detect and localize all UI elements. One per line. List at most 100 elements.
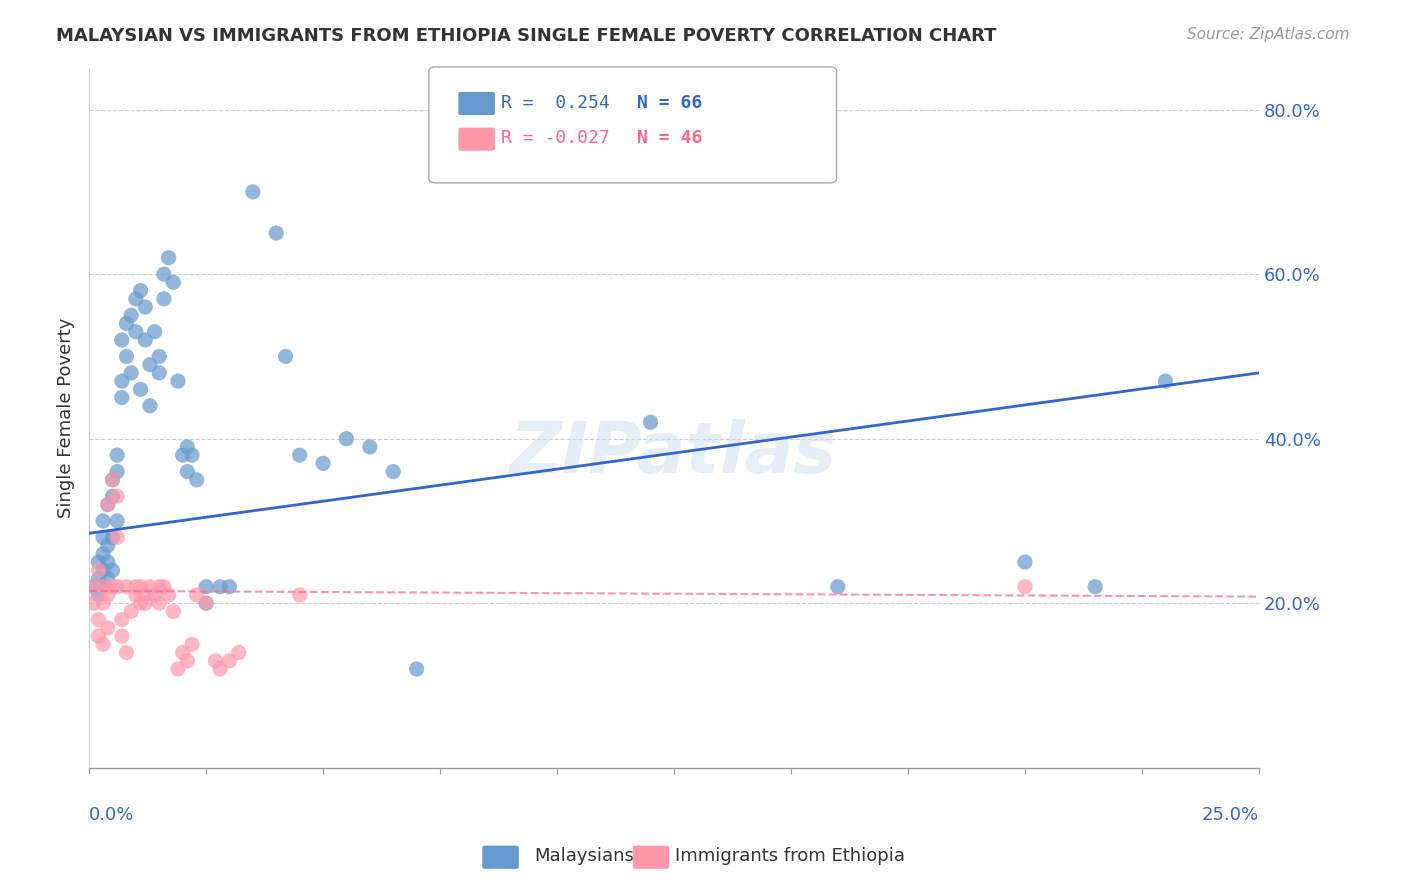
Point bbox=[120, 604, 142, 618]
Text: 0.0%: 0.0% bbox=[89, 806, 135, 824]
Point bbox=[143, 588, 166, 602]
Text: N = 66: N = 66 bbox=[637, 94, 702, 112]
Point bbox=[87, 555, 110, 569]
Point bbox=[218, 654, 240, 668]
Point bbox=[101, 489, 124, 503]
Point bbox=[97, 555, 120, 569]
Point bbox=[129, 596, 152, 610]
Point bbox=[87, 588, 110, 602]
Point bbox=[176, 465, 198, 479]
Point bbox=[97, 621, 120, 635]
Text: N = 46: N = 46 bbox=[637, 129, 702, 147]
Point bbox=[382, 465, 405, 479]
Point bbox=[91, 580, 114, 594]
Y-axis label: Single Female Poverty: Single Female Poverty bbox=[58, 318, 75, 518]
Point bbox=[91, 580, 114, 594]
Text: MALAYSIAN VS IMMIGRANTS FROM ETHIOPIA SINGLE FEMALE POVERTY CORRELATION CHART: MALAYSIAN VS IMMIGRANTS FROM ETHIOPIA SI… bbox=[56, 27, 997, 45]
Point bbox=[115, 350, 138, 364]
Point bbox=[101, 530, 124, 544]
Point bbox=[134, 588, 156, 602]
Point bbox=[87, 613, 110, 627]
Point bbox=[186, 473, 208, 487]
Point bbox=[105, 530, 128, 544]
Point bbox=[125, 325, 148, 339]
Point bbox=[181, 448, 204, 462]
Point bbox=[139, 358, 162, 372]
Point bbox=[405, 662, 427, 676]
Point bbox=[195, 580, 218, 594]
Point bbox=[139, 399, 162, 413]
Point bbox=[1014, 555, 1036, 569]
Point bbox=[288, 448, 311, 462]
Point bbox=[83, 580, 105, 594]
Point bbox=[288, 588, 311, 602]
Point bbox=[153, 292, 176, 306]
Point bbox=[115, 580, 138, 594]
Point bbox=[97, 498, 120, 512]
Point bbox=[157, 251, 180, 265]
Point bbox=[115, 317, 138, 331]
Point bbox=[91, 514, 114, 528]
Point bbox=[195, 596, 218, 610]
Point bbox=[111, 333, 134, 347]
Point bbox=[105, 580, 128, 594]
Point bbox=[167, 662, 190, 676]
Point bbox=[181, 637, 204, 651]
Point bbox=[312, 456, 335, 470]
Point bbox=[176, 440, 198, 454]
Point bbox=[139, 580, 162, 594]
Point bbox=[83, 580, 105, 594]
Point bbox=[83, 596, 105, 610]
Point bbox=[264, 226, 287, 240]
Point bbox=[111, 613, 134, 627]
Point bbox=[111, 629, 134, 643]
Point bbox=[101, 473, 124, 487]
Point bbox=[105, 514, 128, 528]
Point bbox=[204, 654, 226, 668]
Point bbox=[125, 292, 148, 306]
Point bbox=[129, 382, 152, 396]
Point bbox=[148, 366, 170, 380]
Point bbox=[162, 604, 184, 618]
Point bbox=[134, 300, 156, 314]
Text: R = -0.027: R = -0.027 bbox=[501, 129, 609, 147]
Point bbox=[242, 185, 264, 199]
Point bbox=[186, 588, 208, 602]
Point bbox=[1014, 580, 1036, 594]
Point bbox=[157, 588, 180, 602]
Point bbox=[153, 267, 176, 281]
Point bbox=[143, 325, 166, 339]
Text: Malaysians: Malaysians bbox=[534, 847, 634, 865]
Point bbox=[195, 596, 218, 610]
Point bbox=[134, 596, 156, 610]
Point bbox=[153, 580, 176, 594]
Point bbox=[148, 350, 170, 364]
Point bbox=[1154, 374, 1177, 388]
Point bbox=[359, 440, 381, 454]
Text: Immigrants from Ethiopia: Immigrants from Ethiopia bbox=[675, 847, 905, 865]
Point bbox=[172, 448, 194, 462]
Text: Source: ZipAtlas.com: Source: ZipAtlas.com bbox=[1187, 27, 1350, 42]
Point bbox=[111, 374, 134, 388]
Point bbox=[91, 563, 114, 577]
Point bbox=[101, 580, 124, 594]
Point bbox=[87, 572, 110, 586]
Point bbox=[827, 580, 849, 594]
Point bbox=[97, 588, 120, 602]
Point bbox=[91, 547, 114, 561]
Point bbox=[148, 580, 170, 594]
Point bbox=[274, 350, 297, 364]
Point bbox=[120, 308, 142, 322]
Point bbox=[129, 284, 152, 298]
Point bbox=[335, 432, 357, 446]
Point bbox=[228, 646, 250, 660]
Point bbox=[218, 580, 240, 594]
Point bbox=[148, 596, 170, 610]
Point bbox=[176, 654, 198, 668]
Point bbox=[87, 629, 110, 643]
Point bbox=[125, 588, 148, 602]
Text: 25.0%: 25.0% bbox=[1202, 806, 1258, 824]
Point bbox=[209, 662, 232, 676]
Point bbox=[91, 637, 114, 651]
Point bbox=[91, 530, 114, 544]
